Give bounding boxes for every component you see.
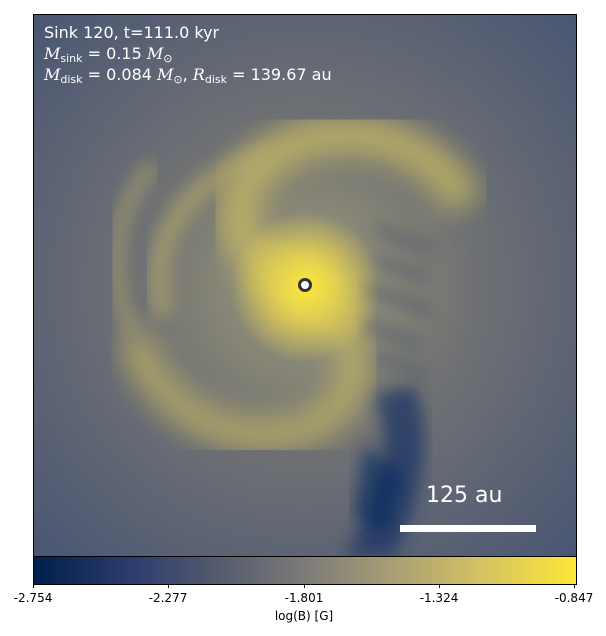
rdisk-symbol: R <box>192 65 205 84</box>
disk-properties: Mdisk = 0.084 M⊙, Rdisk = 139.67 au <box>44 65 332 86</box>
colorbar-tick <box>168 584 169 588</box>
msun-symbol: M <box>146 44 164 63</box>
mdisk-symbol: M <box>44 65 61 84</box>
colorbar-tick-label: -1.801 <box>284 591 324 605</box>
mdisk-value: = 0.084 <box>87 65 152 84</box>
msink-sub: sink <box>60 52 83 65</box>
colorbar-tick-label: -2.277 <box>148 591 188 605</box>
colorbar-tick <box>33 584 34 588</box>
msink-symbol: M <box>44 44 61 63</box>
scalebar <box>400 525 536 532</box>
sink-mass: Msink = 0.15 M⊙ <box>44 43 172 69</box>
colorbar-tick-label: -0.847 <box>554 591 594 605</box>
msun-symbol-2: M <box>157 65 174 84</box>
magnetic-field-map: Sink 120, t=111.0 kyr Msink = 0.15 M⊙ Md… <box>33 14 577 558</box>
colorbar-tick <box>304 584 305 588</box>
msink-value: = 0.15 <box>87 44 142 63</box>
msun-sub-2: ⊙ <box>173 73 183 86</box>
colorbar-tick-label: -2.754 <box>13 591 53 605</box>
rdisk-sub: disk <box>204 73 227 86</box>
field-map-image <box>34 15 576 557</box>
colorbar-tick-label: -1.324 <box>419 591 459 605</box>
rdisk-value: = 139.67 au <box>232 65 332 84</box>
msun-sub: ⊙ <box>163 52 173 65</box>
colorbar-tick <box>439 584 440 588</box>
sink-marker <box>298 278 312 292</box>
sink-title: Sink 120, t=111.0 kyr <box>44 23 220 42</box>
scalebar-label: 125 au <box>426 483 503 508</box>
colorbar <box>33 556 577 585</box>
colorbar-tick <box>574 584 575 588</box>
mdisk-sub: disk <box>60 73 83 86</box>
colorbar-label: log(B) [G] <box>274 609 334 623</box>
